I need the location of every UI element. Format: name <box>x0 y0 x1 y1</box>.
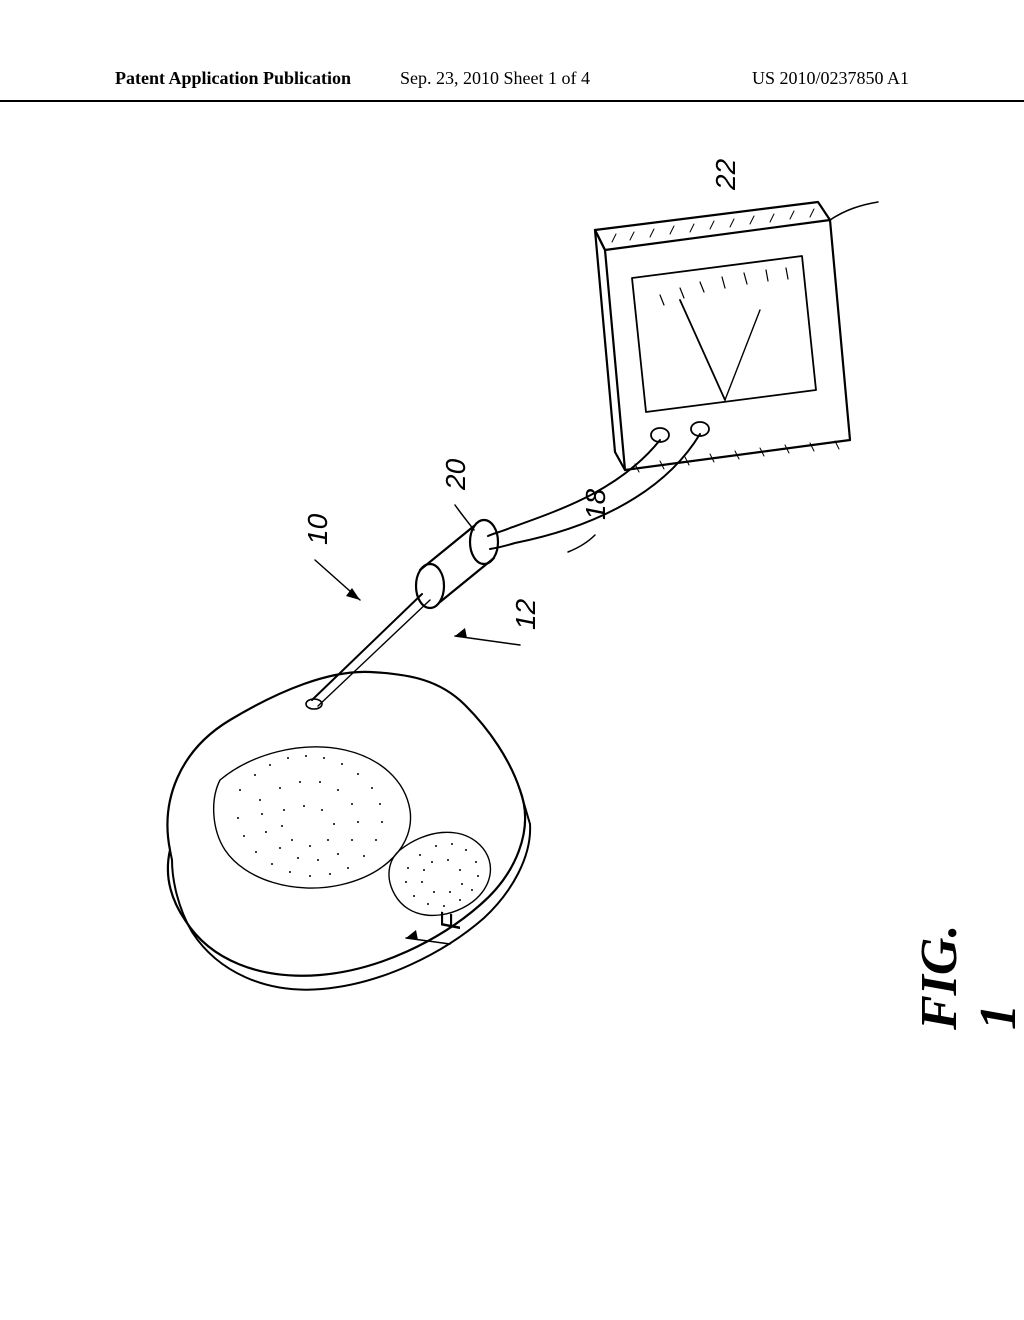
probe-shaft <box>312 594 422 700</box>
ref-12: 12 <box>510 599 542 630</box>
header-left: Patent Application Publication <box>115 68 351 89</box>
ref-22: 22 <box>710 159 742 190</box>
figure-1: 10 20 22 18 12 F FIG. 1 <box>60 160 960 1210</box>
ref-F: F <box>435 913 467 930</box>
header-right: US 2010/0237850 A1 <box>752 68 909 89</box>
leaders <box>315 505 595 944</box>
patent-page: Patent Application Publication Sep. 23, … <box>0 0 1024 1320</box>
food-item <box>168 672 531 990</box>
meter-box <box>595 202 850 472</box>
leader-22 <box>830 202 878 220</box>
page-header: Patent Application Publication Sep. 23, … <box>0 68 1024 102</box>
probe-shaft-edge <box>318 600 430 706</box>
ref-20: 20 <box>440 459 472 490</box>
header-center: Sep. 23, 2010 Sheet 1 of 4 <box>400 68 590 89</box>
ref-10: 10 <box>302 514 334 545</box>
ref-18: 18 <box>580 489 612 520</box>
probe-handle <box>416 520 498 608</box>
figure-drawing <box>60 160 960 1210</box>
figure-label: FIG. 1 <box>910 925 1024 1030</box>
